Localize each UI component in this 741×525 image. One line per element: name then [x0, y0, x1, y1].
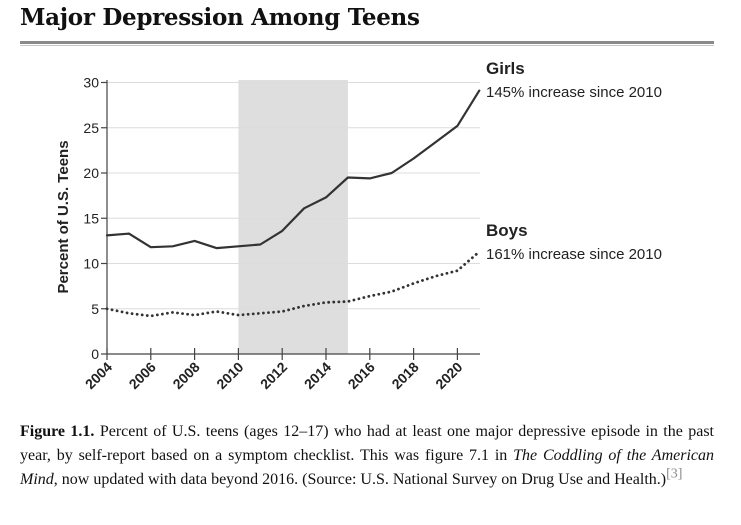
data-point-boys-2009: [215, 310, 218, 313]
caption-text-part-1: Percent of U.S. teens (ages 12–17) who h…: [20, 423, 715, 464]
data-point-girls-2010: [237, 245, 240, 248]
data-point-boys-2008: [193, 314, 196, 317]
x-tick-label-2010: 2010: [213, 359, 246, 392]
series-name-girls: Girls: [486, 59, 525, 78]
data-point-boys-2016: [368, 295, 371, 298]
series-line-boys: [105, 250, 481, 318]
book-title: The Coddling of the American Mind: [20, 447, 715, 488]
data-point-girls-2016: [368, 177, 371, 180]
data-point-boys-2010: [237, 314, 240, 317]
y-axis-label: Percent of U.S. Teens: [55, 140, 72, 293]
data-point-girls-2007: [171, 245, 174, 248]
figure-label: Figure 1.1.: [20, 423, 95, 440]
series-annotation-girls: 145% increase since 2010: [486, 84, 662, 101]
title-divider: [20, 41, 714, 44]
depression-line-chart: 0 5 10 15 20 25 30 Percent of U.S. Teens 2004 200…: [55, 59, 662, 392]
data-point-girls-2020: [456, 124, 459, 127]
data-point-boys-2013: [303, 305, 306, 308]
data-point-boys-2011: [259, 312, 262, 315]
data-point-boys-2012: [281, 310, 284, 313]
data-point-boys-2007: [171, 311, 174, 314]
data-point-boys-2004: [106, 307, 109, 310]
data-point-boys-2020: [456, 269, 459, 272]
x-tick-label-2008: 2008: [169, 359, 202, 392]
data-point-girls-2011: [259, 243, 262, 246]
series-annotation-boys: 161% increase since 2010: [486, 246, 662, 263]
data-point-boys-2017: [390, 290, 393, 293]
x-tick-label-2014: 2014: [301, 359, 334, 392]
data-point-girls-2018: [412, 157, 415, 160]
data-point-girls-2012: [281, 229, 284, 232]
citation-link[interactable]: [3]: [666, 466, 683, 482]
x-tick-label-2016: 2016: [345, 359, 378, 392]
data-point-girls-2014: [325, 196, 328, 199]
data-point-boys-2015: [346, 300, 349, 303]
page-title: Major Depression Among Teens: [20, 4, 420, 31]
figure-caption: Figure 1.1. Percent of U.S. teens (ages …: [20, 420, 714, 492]
x-tick-label-2018: 2018: [388, 359, 421, 392]
y-tick-label-20: 20: [83, 165, 99, 181]
y-tick-label-0: 0: [91, 346, 99, 362]
data-point-boys-2014: [325, 301, 328, 304]
data-point-boys-2018: [412, 282, 415, 285]
x-tick-label-2004: 2004: [82, 359, 115, 392]
title-divider-thin: [20, 45, 714, 46]
data-point-girls-2004: [106, 234, 109, 237]
series-line-girls: [105, 89, 481, 250]
data-point-boys-2005: [127, 312, 130, 315]
y-tick-label-25: 25: [83, 120, 99, 136]
x-tick-label-2006: 2006: [126, 359, 159, 392]
y-tick-label-10: 10: [83, 256, 99, 272]
data-point-girls-2006: [149, 246, 152, 249]
data-point-girls-2008: [193, 239, 196, 242]
y-tick-label-30: 30: [83, 75, 99, 91]
data-point-boys-2006: [149, 314, 152, 317]
x-tick-label-2020: 2020: [432, 359, 465, 392]
data-point-girls-2021: [478, 89, 481, 92]
y-tick-label-15: 15: [83, 210, 99, 226]
data-point-girls-2005: [127, 232, 130, 235]
data-point-boys-2019: [434, 275, 437, 278]
series-name-boys: Boys: [486, 221, 528, 240]
caption-text-part-2: , now updated with data beyond 2016. (So…: [53, 471, 667, 488]
y-tick-label-5: 5: [91, 301, 99, 317]
data-point-girls-2017: [390, 172, 393, 175]
x-tick-label-2012: 2012: [257, 359, 290, 392]
data-point-girls-2015: [346, 176, 349, 179]
data-point-boys-2021: [478, 250, 481, 253]
data-point-girls-2013: [303, 207, 306, 210]
shaded-period-2010-2015: [238, 80, 348, 354]
data-point-girls-2019: [434, 141, 437, 144]
data-point-girls-2009: [215, 247, 218, 250]
